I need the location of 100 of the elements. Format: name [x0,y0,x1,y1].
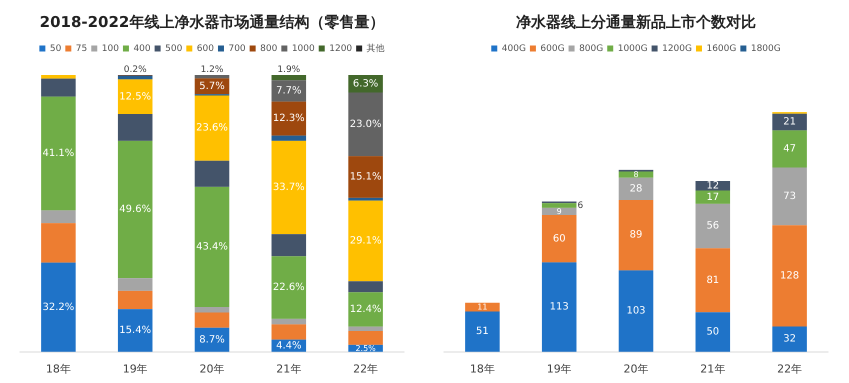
x-tick-label: 20年 [200,362,224,376]
bar [348,331,383,345]
bar [194,160,230,187]
bar [272,136,306,141]
bar [194,306,230,312]
legend-label: 500 [165,44,183,54]
x-tick-label: 18年 [470,362,495,376]
data-label: 103 [626,306,646,317]
bar [194,312,230,328]
bar [118,76,152,80]
data-label: 73 [783,190,796,202]
bar [194,95,230,161]
bar [41,96,76,210]
bar [542,208,576,215]
bar [348,292,383,327]
x-tick-label: 19年 [122,362,148,376]
bar [772,326,807,352]
legend-label: 75 [76,44,88,54]
data-label: 4.4% [276,340,302,352]
bar [272,75,306,80]
data-label: 28 [630,183,642,194]
bar [348,281,383,292]
bar [348,326,383,332]
x-tick-label: 21年 [700,362,726,376]
data-label: 51 [476,326,489,338]
bar [542,214,576,262]
legend-label: 400 [133,44,151,54]
data-label: 9 [556,207,562,216]
bar [272,140,306,234]
bar [41,262,76,352]
legend-label: 600 [196,44,214,54]
data-label: 22.6% [272,282,305,294]
bar [696,248,730,312]
x-tick-label: 22年 [777,362,802,376]
data-label: 8 [633,170,639,180]
legend-label: 其他 [366,42,385,54]
bar [194,75,230,78]
data-label: 8.7% [199,334,225,346]
bar [272,102,306,136]
data-label: 32 [783,334,796,345]
data-label: 12.3% [272,113,305,124]
bar [772,168,807,226]
bar [348,198,383,201]
bar [618,178,654,200]
x-tick-label: 22年 [353,362,378,376]
legend-label: 600G [540,44,565,54]
bar [772,225,807,326]
bar [542,262,576,352]
bar [542,203,576,208]
bar [772,130,807,168]
data-label: 23.6% [196,122,228,134]
bar [618,171,654,178]
bar [118,140,152,278]
data-label: 50 [706,326,720,338]
bar [348,200,383,282]
data-label: 7.7% [276,86,302,97]
legend-label: 800 [260,44,278,54]
bar [348,92,383,156]
data-label: 12.5% [119,91,152,102]
chart-title: 2018-2022年线上净水器市场通量结构（零售量） [40,12,384,31]
data-label: 1.2% [200,64,224,75]
legend-label: 400G [502,44,526,54]
bar [272,234,306,256]
bar [272,318,306,324]
bar [696,204,730,248]
legend-label: 700 [228,44,246,54]
data-label: 33.7% [272,182,305,194]
data-label: 0.2% [124,64,148,75]
data-label: 17 [706,192,720,203]
bar [194,328,230,352]
data-label: 23.0% [350,118,382,130]
bar [772,114,807,130]
bar [118,114,152,141]
legend-label: 1000G [618,44,648,54]
x-tick-label: 21年 [276,362,302,376]
data-label: 113 [550,302,569,313]
bar [194,186,230,307]
data-label: 11 [477,302,488,312]
data-label: 12.4% [350,304,382,316]
legend-label: 1000 [292,44,316,54]
x-tick-label: 18年 [46,362,71,376]
bar [348,156,383,198]
data-label: 32.2% [42,302,74,313]
bar [618,270,654,352]
data-label: 56 [706,220,720,232]
legend-label: 1600G [706,44,736,54]
data-label: 12 [706,180,720,192]
legend-label: 1800G [750,44,781,54]
legend-label: 800G [579,44,604,54]
bar [465,311,500,352]
bar [272,256,306,319]
bar [118,278,152,291]
data-label: 60 [552,233,566,244]
bar [41,223,76,263]
data-label: 15.1% [350,172,382,183]
data-label: 81 [706,274,720,286]
data-label: 47 [783,144,796,155]
data-label: 128 [780,270,800,282]
x-tick-label: 19年 [546,362,572,376]
data-label: 49.6% [119,204,152,216]
